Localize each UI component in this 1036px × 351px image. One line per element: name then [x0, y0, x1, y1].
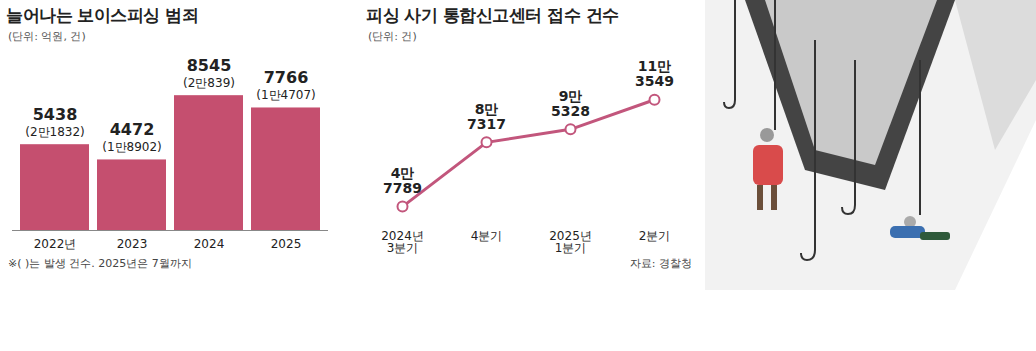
- svg-text:11만3549: 11만3549: [635, 58, 674, 89]
- svg-text:2024: 2024: [194, 237, 225, 251]
- html-text:(단위: 억원, 건): (단위: 억원, 건): [8, 30, 86, 43]
- svg-text:2025: 2025: [271, 237, 302, 251]
- svg-text:8만7317: 8만7317: [467, 101, 506, 132]
- svg-text:2025년1분기: 2025년1분기: [549, 229, 592, 255]
- svg-text:(1만4707): (1만4707): [256, 88, 316, 102]
- svg-text:9만5328: 9만5328: [551, 88, 590, 119]
- svg-text:8545: 8545: [187, 56, 232, 75]
- svg-text:7766: 7766: [264, 68, 309, 87]
- svg-text:5438: 5438: [33, 105, 78, 124]
- svg-text:4만7789: 4만7789: [383, 165, 422, 196]
- html-text:(단위: 건): (단위: 건): [368, 30, 417, 43]
- svg-text:(1만8902): (1만8902): [102, 140, 162, 154]
- html-text:※( )는 발생 건수. 2025년은 7월까지: ※( )는 발생 건수. 2025년은 7월까지: [8, 257, 192, 270]
- html-text:피싱 사기 통합신고센터 접수 건수: 피싱 사기 통합신고센터 접수 건수: [366, 5, 619, 25]
- html-text:늘어나는 보이스피싱 범죄: 늘어나는 보이스피싱 범죄: [6, 5, 199, 25]
- svg-text:4분기: 4분기: [471, 229, 503, 243]
- svg-text:2022년: 2022년: [34, 237, 77, 251]
- svg-text:2024년3분기: 2024년3분기: [381, 229, 424, 255]
- svg-text:2분기: 2분기: [639, 229, 671, 243]
- svg-text:4472: 4472: [110, 120, 155, 139]
- svg-text:(2만1832): (2만1832): [25, 125, 85, 139]
- svg-text:(2만839): (2만839): [183, 76, 235, 90]
- svg-text:2023: 2023: [117, 237, 148, 251]
- html-text:자료: 경찰청: 자료: 경찰청: [629, 257, 692, 270]
